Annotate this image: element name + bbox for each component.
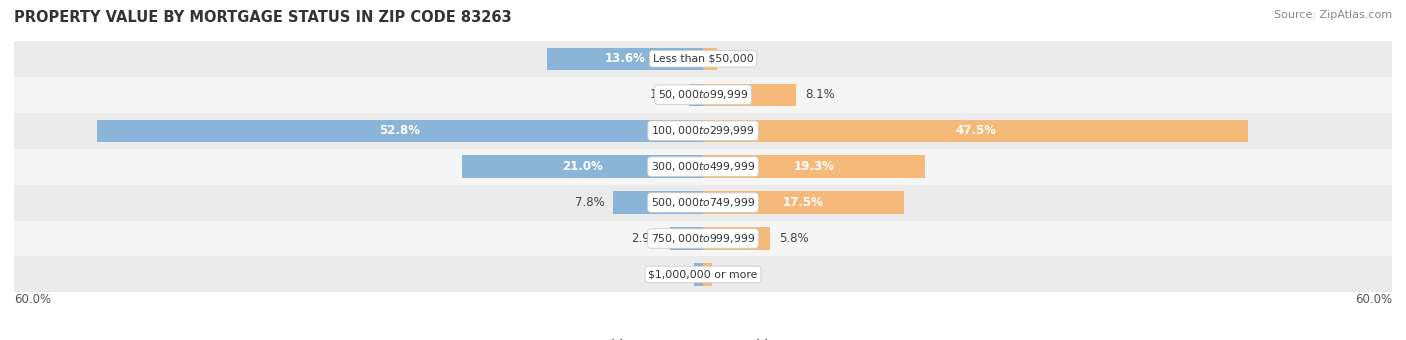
Bar	[14, 185, 1392, 221]
Text: $100,000 to $299,999: $100,000 to $299,999	[651, 124, 755, 137]
Text: 0.76%: 0.76%	[648, 268, 685, 281]
Bar	[669, 227, 703, 250]
Text: 1.2%: 1.2%	[725, 52, 756, 65]
Text: 52.8%: 52.8%	[380, 124, 420, 137]
Bar	[703, 263, 711, 286]
Text: 13.6%: 13.6%	[605, 52, 645, 65]
Text: 60.0%: 60.0%	[1355, 293, 1392, 306]
Text: PROPERTY VALUE BY MORTGAGE STATUS IN ZIP CODE 83263: PROPERTY VALUE BY MORTGAGE STATUS IN ZIP…	[14, 10, 512, 25]
Bar	[14, 41, 1392, 77]
Bar	[14, 77, 1392, 113]
Text: 21.0%: 21.0%	[562, 160, 603, 173]
Bar	[695, 263, 703, 286]
Bar	[461, 155, 703, 178]
Text: Source: ZipAtlas.com: Source: ZipAtlas.com	[1274, 10, 1392, 20]
Text: $750,000 to $999,999: $750,000 to $999,999	[651, 232, 755, 245]
Text: $300,000 to $499,999: $300,000 to $499,999	[651, 160, 755, 173]
Legend: Without Mortgage, With Mortgage: Without Mortgage, With Mortgage	[569, 335, 837, 340]
Bar	[703, 191, 904, 214]
Text: 8.1%: 8.1%	[806, 88, 835, 101]
Bar	[547, 48, 703, 70]
Bar	[703, 48, 717, 70]
Bar	[703, 120, 1249, 142]
Bar	[14, 221, 1392, 256]
Text: $1,000,000 or more: $1,000,000 or more	[648, 269, 758, 279]
Bar	[703, 155, 925, 178]
Bar	[689, 84, 703, 106]
Text: $50,000 to $99,999: $50,000 to $99,999	[658, 88, 748, 101]
Text: Less than $50,000: Less than $50,000	[652, 54, 754, 64]
Text: $500,000 to $749,999: $500,000 to $749,999	[651, 196, 755, 209]
Text: 2.9%: 2.9%	[631, 232, 661, 245]
Text: 60.0%: 60.0%	[14, 293, 51, 306]
Text: 7.8%: 7.8%	[575, 196, 605, 209]
Text: 47.5%: 47.5%	[955, 124, 997, 137]
Text: 19.3%: 19.3%	[793, 160, 834, 173]
Text: 5.8%: 5.8%	[779, 232, 808, 245]
Text: 1.2%: 1.2%	[650, 88, 681, 101]
Bar	[613, 191, 703, 214]
Text: 0.79%: 0.79%	[721, 268, 758, 281]
Bar	[97, 120, 703, 142]
Bar	[14, 149, 1392, 185]
Bar	[703, 84, 796, 106]
Bar	[703, 227, 769, 250]
Text: 17.5%: 17.5%	[783, 196, 824, 209]
Bar	[14, 113, 1392, 149]
Bar	[14, 256, 1392, 292]
